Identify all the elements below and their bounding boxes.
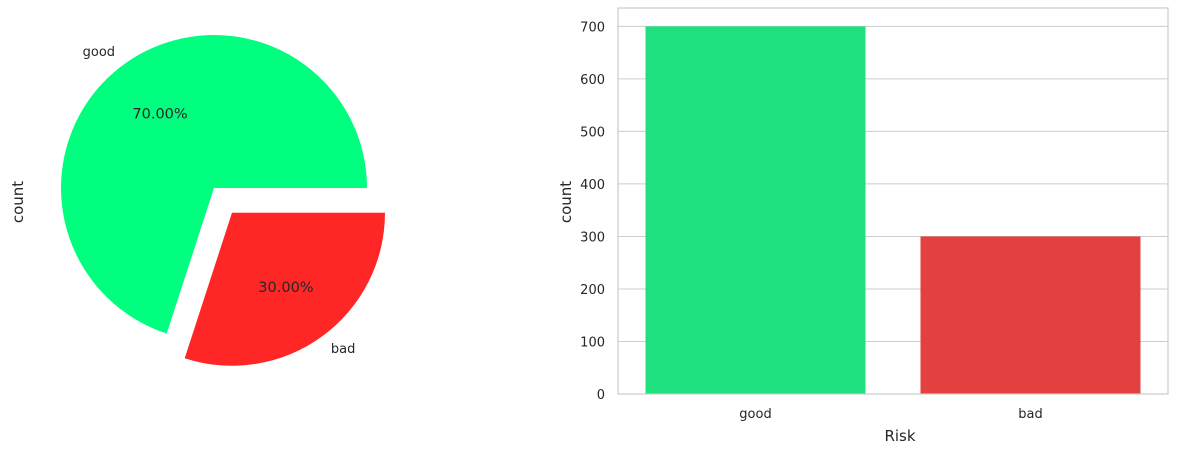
pie-percent-bad: 30.00% xyxy=(258,280,313,296)
pie-label-bad: bad xyxy=(331,342,355,357)
pie-slice-good xyxy=(61,35,368,334)
bar-y-tick-label: 500 xyxy=(580,125,605,140)
bar-y-tick-label: 700 xyxy=(580,20,605,35)
bar-y-tick-label: 300 xyxy=(580,230,605,245)
pie-label-good: good xyxy=(83,45,115,60)
bar-y-tick-label: 0 xyxy=(597,388,605,403)
bar-x-tick-label-bad: bad xyxy=(1018,407,1042,422)
pie-chart: count good 70.00% bad 30.00% xyxy=(9,35,385,366)
bar-x-axis-label: Risk xyxy=(884,427,915,445)
bar-y-tick-label: 400 xyxy=(580,178,605,193)
pie-y-axis-label: count xyxy=(9,181,27,223)
bar-y-tick-label: 600 xyxy=(580,73,605,88)
bar-bad xyxy=(920,236,1141,394)
bar-y-tick-label: 200 xyxy=(580,283,605,298)
pie-percent-good: 70.00% xyxy=(132,107,187,123)
bar-x-tick-label-good: good xyxy=(739,407,771,422)
bar-y-axis-label: count xyxy=(557,181,575,223)
bar-good xyxy=(645,26,866,395)
pie-slice-bad xyxy=(184,212,385,366)
bar-chart: 0 100 200 300 400 500 600 700 good bad count Risk xyxy=(557,7,1169,445)
bar-plot-frame xyxy=(617,7,1169,395)
bar-y-tick-label: 100 xyxy=(580,335,605,350)
